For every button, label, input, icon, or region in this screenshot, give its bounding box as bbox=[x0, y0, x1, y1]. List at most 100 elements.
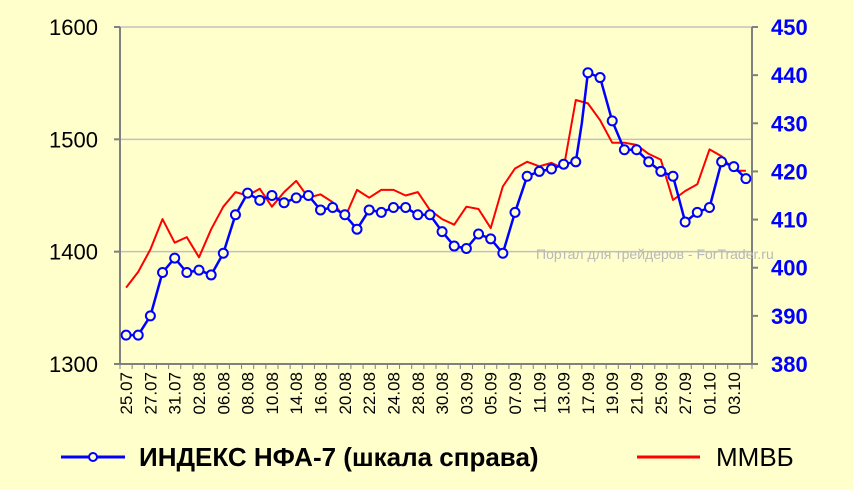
right-tick-label: 390 bbox=[771, 304, 808, 329]
right-tick-label: 440 bbox=[771, 63, 808, 88]
x-tick-label: 02.08 bbox=[190, 372, 209, 415]
legend-item-micex: ММВБ bbox=[637, 442, 794, 472]
index-data-point bbox=[655, 165, 667, 177]
index-data-point bbox=[424, 209, 436, 221]
index-data-point bbox=[679, 216, 691, 228]
index-data-point bbox=[460, 242, 472, 254]
index-data-point bbox=[351, 223, 363, 235]
right-tick-label: 380 bbox=[771, 352, 808, 377]
series bbox=[120, 67, 752, 341]
x-tick-label: 21.09 bbox=[628, 372, 647, 415]
x-tick-label: 11.09 bbox=[530, 372, 549, 413]
index-data-point bbox=[205, 269, 217, 281]
left-tick-label: 1300 bbox=[49, 352, 98, 377]
x-tick-label: 22.08 bbox=[360, 372, 379, 415]
x-tick-label: 10.08 bbox=[263, 372, 282, 415]
left-tick-label: 1400 bbox=[49, 240, 98, 265]
index-data-point bbox=[327, 202, 339, 214]
index-data-point bbox=[375, 206, 387, 218]
index-data-point bbox=[594, 72, 606, 84]
micex-series-line bbox=[125, 99, 746, 289]
index-data-point bbox=[412, 209, 424, 221]
index-data-point bbox=[290, 192, 302, 204]
index-data-point bbox=[436, 226, 448, 238]
axes bbox=[119, 27, 753, 365]
index-data-point bbox=[703, 202, 715, 214]
x-tick-label: 08.08 bbox=[239, 372, 258, 415]
x-tick-label: 27.09 bbox=[676, 372, 695, 415]
x-tick-label: 16.08 bbox=[312, 372, 331, 415]
index-data-point bbox=[558, 158, 570, 170]
legend-label-index: ИНДЕКС НФА-7 (шкала справа) bbox=[139, 442, 539, 472]
index-data-point bbox=[229, 209, 241, 221]
right-tick-label: 420 bbox=[771, 159, 808, 184]
index-data-point bbox=[497, 247, 509, 259]
index-data-point bbox=[120, 329, 132, 341]
index-data-point bbox=[667, 170, 679, 182]
x-tick-label: 31.07 bbox=[166, 372, 185, 415]
left-y-tick-labels: 1300 1400 1500 1600 bbox=[49, 15, 120, 377]
index-data-point bbox=[217, 247, 229, 259]
x-tick-label: 27.07 bbox=[141, 372, 160, 415]
x-tick-label: 28.08 bbox=[409, 372, 428, 415]
index-data-point bbox=[643, 156, 655, 168]
index-data-point bbox=[242, 187, 254, 199]
x-tick-label: 03.10 bbox=[725, 372, 744, 415]
legend-item-index: ИНДЕКС НФА-7 (шкала справа) bbox=[61, 442, 539, 472]
index-data-point bbox=[363, 204, 375, 216]
index-data-point bbox=[302, 190, 314, 201]
index-data-point bbox=[193, 264, 205, 276]
index-data-point bbox=[144, 310, 156, 322]
index-data-point bbox=[521, 170, 533, 182]
x-tick-label: 14.08 bbox=[287, 372, 306, 415]
left-tick-label: 1500 bbox=[49, 127, 98, 152]
index-data-point bbox=[315, 204, 327, 216]
legend-label-micex: ММВБ bbox=[716, 442, 794, 472]
legend-swatch-index-marker bbox=[88, 452, 98, 462]
x-tick-label: 06.08 bbox=[214, 372, 233, 415]
index-data-point bbox=[618, 144, 630, 156]
x-tick-label: 20.08 bbox=[336, 372, 355, 415]
left-tick-label: 1600 bbox=[49, 15, 98, 40]
index-data-point bbox=[740, 173, 752, 185]
index-data-point bbox=[728, 161, 740, 173]
right-tick-label: 430 bbox=[771, 111, 808, 136]
index-data-point bbox=[631, 144, 643, 156]
index-series-line bbox=[126, 71, 747, 337]
index-data-point bbox=[157, 267, 169, 279]
index-data-point bbox=[254, 194, 266, 206]
x-tick-label: 25.09 bbox=[652, 372, 671, 415]
grid-lines bbox=[120, 26, 752, 253]
x-tick-label: 17.09 bbox=[579, 372, 598, 415]
x-tick-label: 19.09 bbox=[603, 372, 622, 415]
index-data-point bbox=[387, 202, 399, 214]
index-data-point bbox=[339, 209, 351, 221]
index-data-point bbox=[691, 206, 703, 218]
x-tick-label: 05.09 bbox=[482, 372, 501, 415]
index-data-point bbox=[509, 206, 521, 218]
index-data-point bbox=[400, 202, 412, 214]
right-y-tick-labels: 380 390 400 410 420 430 440 450 bbox=[752, 15, 808, 377]
index-data-point bbox=[169, 252, 181, 264]
index-data-point bbox=[266, 190, 278, 201]
index-data-point bbox=[533, 165, 545, 177]
index-data-point bbox=[485, 233, 497, 245]
index-data-point bbox=[545, 163, 557, 175]
index-data-point bbox=[278, 197, 290, 209]
x-tick-labels: 25.07 27.07 31.07 02.08 06.08 08.08 10.08 14.08… bbox=[117, 364, 753, 415]
legend: ИНДЕКС НФА-7 (шкала справа) ММВБ bbox=[61, 442, 794, 472]
right-tick-label: 450 bbox=[771, 15, 808, 40]
watermark-text: Портал для трейдеров - ForTrader.ru bbox=[536, 246, 774, 262]
index-data-point bbox=[606, 115, 618, 127]
index-data-point bbox=[132, 329, 144, 341]
right-tick-label: 400 bbox=[771, 256, 808, 281]
x-tick-label: 13.09 bbox=[555, 372, 574, 415]
x-tick-label: 24.08 bbox=[384, 372, 403, 415]
index-data-point bbox=[448, 240, 460, 252]
index-data-point bbox=[582, 67, 594, 79]
index-data-point bbox=[473, 228, 485, 240]
x-tick-label: 03.09 bbox=[457, 372, 476, 415]
index-data-point bbox=[570, 156, 582, 168]
